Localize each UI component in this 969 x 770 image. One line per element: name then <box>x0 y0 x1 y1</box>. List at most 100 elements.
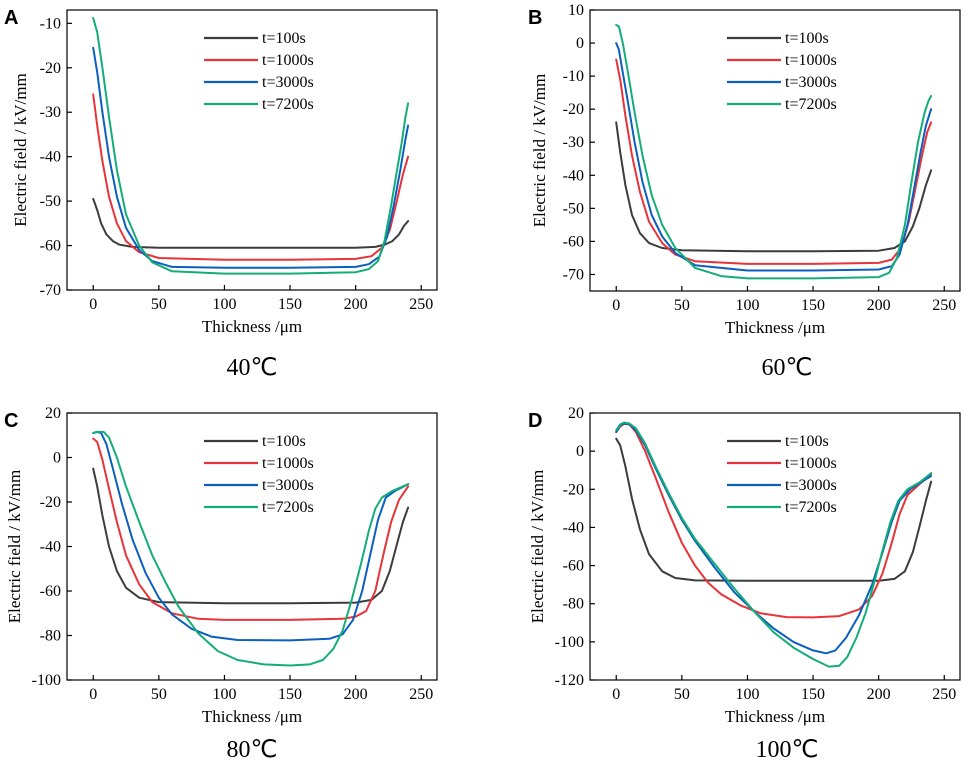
legend-label: t=1000s <box>785 52 837 69</box>
series-line-t-1000s <box>92 437 410 621</box>
y-tick-label: -40 <box>40 149 61 166</box>
panel-a: A 0 50 100 150 200 250 -70 -60 -50 -40 -30 -20 -10 Thi… <box>4 7 438 381</box>
x-tick-label: 0 <box>612 686 620 703</box>
y-tick-label: -20 <box>40 494 61 511</box>
y-tick-label: -80 <box>563 596 584 613</box>
y-tick-label: -30 <box>563 134 584 151</box>
series-line-t-7200s <box>615 421 933 668</box>
legend-label: t=100s <box>785 30 829 47</box>
plot-frame <box>589 412 961 681</box>
legend-label: t=1000s <box>262 455 314 472</box>
legend: t=100s t=1000s t=3000s t=7200s <box>727 433 837 516</box>
x-tick-label: 0 <box>612 297 620 314</box>
x-tick-label: 200 <box>344 296 368 313</box>
x-tick-label: 0 <box>89 686 97 703</box>
x-tick-label: 200 <box>867 686 891 703</box>
legend-label: t=3000s <box>262 74 314 91</box>
x-tick-label: 150 <box>278 296 302 313</box>
x-axis-label: Thickness /μm <box>725 318 825 337</box>
x-tick-label: 100 <box>212 296 236 313</box>
series-line-t-1000s <box>615 422 933 619</box>
temperature-caption: 100℃ <box>756 737 819 763</box>
plot-frame <box>66 9 438 291</box>
x-tick-label: 250 <box>932 297 956 314</box>
y-tick-label: -70 <box>563 266 584 283</box>
x-tick-label: 100 <box>735 297 759 314</box>
legend-label: t=3000s <box>785 477 837 494</box>
legend: t=100s t=1000s t=3000s t=7200s <box>204 30 314 113</box>
y-axis-label: Electric field / kV/mm <box>530 74 549 227</box>
series-line-t-100s <box>92 467 410 605</box>
x-tick-label: 250 <box>409 296 433 313</box>
y-tick-label: 0 <box>53 450 61 467</box>
y-tick-label: -70 <box>40 282 61 299</box>
x-axis-label: Thickness /μm <box>202 317 302 336</box>
y-tick-label: -60 <box>563 558 584 575</box>
panel-b: B 0 50 100 150 200 250 -70 -60 -50 -40 -30 -20 -10 0 10… <box>528 2 961 381</box>
series-line-t-1000s <box>615 58 933 265</box>
y-tick-label: -100 <box>555 634 584 651</box>
y-axis-label: Electric field / kV/mm <box>528 470 547 623</box>
panel-letter: A <box>4 7 18 29</box>
legend-label: t=100s <box>262 30 306 47</box>
y-tick-label: -60 <box>40 238 61 255</box>
panel-letter: D <box>528 410 542 432</box>
series-line-t-3000s <box>92 430 410 642</box>
legend-label: t=1000s <box>785 455 837 472</box>
y-tick-label: -120 <box>555 672 584 689</box>
legend-label: t=100s <box>262 433 306 450</box>
temperature-caption: 80℃ <box>227 737 278 763</box>
x-tick-label: 50 <box>674 297 690 314</box>
series-line-t-7200s <box>92 17 410 275</box>
legend-label: t=7200s <box>262 499 314 516</box>
x-tick-label: 200 <box>344 686 368 703</box>
y-tick-label: 0 <box>576 35 584 52</box>
panel-d: D 0 50 100 150 200 250 -120 -100 -80 -60 -40 -20 0 20 T… <box>528 405 961 763</box>
y-tick-label: -30 <box>40 104 61 121</box>
series-line-t-1000s <box>92 93 410 261</box>
series-line-t-7200s <box>615 23 933 280</box>
y-tick-label: -40 <box>563 519 584 536</box>
series-line-t-7200s <box>92 430 410 667</box>
series-line-t-100s <box>615 437 933 582</box>
legend: t=100s t=1000s t=3000s t=7200s <box>727 30 837 113</box>
temperature-caption: 60℃ <box>762 355 813 381</box>
legend-label: t=7200s <box>785 96 837 113</box>
x-tick-label: 100 <box>212 686 236 703</box>
y-tick-label: -20 <box>40 60 61 77</box>
y-tick-label: -10 <box>563 68 584 85</box>
x-tick-label: 150 <box>801 686 825 703</box>
legend-label: t=7200s <box>262 96 314 113</box>
x-tick-label: 0 <box>89 296 97 313</box>
legend-label: t=1000s <box>262 52 314 69</box>
x-tick-label: 50 <box>674 686 690 703</box>
plot-frame <box>589 9 961 292</box>
y-tick-label: -80 <box>40 628 61 645</box>
panel-letter: C <box>4 410 18 432</box>
x-tick-label: 150 <box>801 297 825 314</box>
y-tick-label: 0 <box>576 443 584 460</box>
series-line-t-100s <box>92 197 410 249</box>
legend-label: t=7200s <box>785 499 837 516</box>
x-tick-label: 50 <box>151 296 167 313</box>
panel-letter: B <box>528 7 542 29</box>
y-tick-label: -20 <box>563 481 584 498</box>
y-tick-label: 20 <box>45 405 61 422</box>
x-tick-label: 250 <box>409 686 433 703</box>
x-tick-label: 150 <box>278 686 302 703</box>
legend-label: t=3000s <box>262 477 314 494</box>
panel-c: C 0 50 100 150 200 250 -100 -80 -60 -40 -20 0 20 Thick… <box>4 405 438 763</box>
y-tick-label: 20 <box>568 405 584 422</box>
series-line-t-3000s <box>92 46 410 269</box>
y-axis-label: Electric field / kV/mm <box>11 73 30 226</box>
y-tick-label: -60 <box>40 583 61 600</box>
y-tick-label: -50 <box>563 200 584 217</box>
x-tick-label: 250 <box>932 686 956 703</box>
x-axis-label: Thickness /μm <box>725 707 825 726</box>
x-tick-label: 200 <box>867 297 891 314</box>
temperature-caption: 40℃ <box>227 355 278 381</box>
y-tick-label: -50 <box>40 193 61 210</box>
y-tick-label: -100 <box>32 672 61 689</box>
y-tick-label: -10 <box>40 15 61 32</box>
